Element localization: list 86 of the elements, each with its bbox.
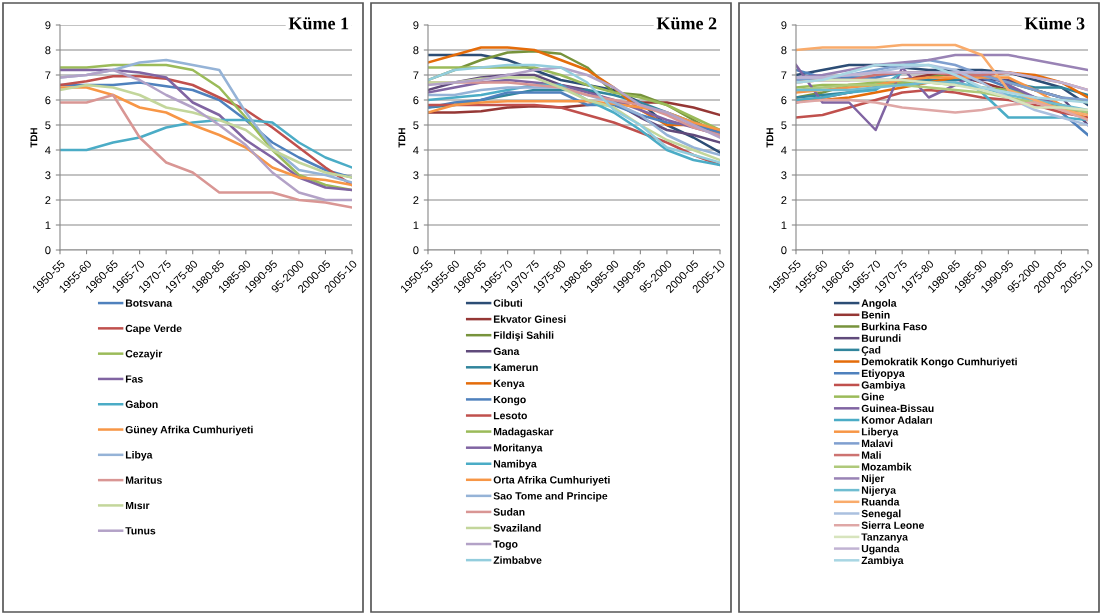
y-tick-label: 6 [413, 96, 419, 105]
y-tick-label: 8 [413, 46, 419, 55]
legend-label: Uganda [861, 544, 900, 555]
legend-label: Ekvator Ginesi [493, 315, 566, 323]
y-tick-label: 8 [45, 46, 51, 55]
legend-label: Zimbabve [493, 556, 542, 564]
legend-label: Gabon [125, 400, 158, 408]
y-axis-title: TDH [766, 128, 774, 148]
legend-label: Mali [861, 451, 881, 459]
legend-label: Ruanda [861, 497, 900, 506]
legend-label: Burundi [861, 334, 901, 342]
legend-label: Kongo [493, 395, 526, 406]
y-tick-label: 9 [413, 21, 419, 30]
legend-label: Mısır [125, 501, 150, 510]
y-tick-label: 6 [781, 96, 787, 105]
legend-label: Çad [861, 345, 881, 356]
y-tick-label: 6 [45, 96, 51, 105]
y-tick-label: 0 [781, 246, 787, 255]
legend-label: Guinea-Bissau [861, 404, 934, 413]
legend-label: Botsvana [125, 299, 173, 307]
y-tick-label: 3 [45, 171, 51, 180]
legend-label: Orta Afrika Cumhuriyeti [493, 475, 610, 486]
y-tick-label: 1 [413, 221, 419, 230]
chart-title: Küme 1 [288, 17, 349, 30]
legend-label: Madagaskar [493, 427, 554, 438]
legend-label: Nijerya [861, 486, 897, 496]
legend-label: Angola [861, 299, 897, 309]
legend-label: Svaziland [493, 524, 541, 532]
legend-label: Sao Tome and Principe [493, 491, 608, 502]
y-tick-label: 9 [45, 21, 51, 30]
legend-label: Gana [493, 347, 520, 355]
legend-label: Güney Afrika Cumhuriyeti [125, 425, 253, 436]
legend-label: Senegal [861, 509, 901, 520]
legend-label: Liberya [861, 427, 899, 438]
y-tick-label: 5 [781, 121, 787, 130]
y-tick-label: 3 [413, 171, 419, 180]
legend-label: Togo [493, 540, 518, 550]
y-tick-label: 4 [413, 146, 419, 155]
chart-title: Küme 3 [1024, 17, 1085, 30]
y-tick-label: 1 [781, 221, 787, 230]
chart-title: Küme 2 [656, 17, 717, 30]
y-tick-label: 2 [413, 196, 419, 205]
y-axis-title: TDH [398, 128, 406, 148]
y-tick-label: 3 [781, 171, 787, 180]
legend-label: Zambiya [861, 556, 904, 567]
legend-label: Moritanya [493, 443, 543, 454]
legend-label: Komor Adaları [861, 416, 932, 424]
legend-label: Kamerun [493, 363, 538, 372]
legend-label: Demokratik Kongo Cumhuriyeti [861, 357, 1017, 368]
legend-label: Etiyopya [861, 369, 905, 380]
legend-label: Cibuti [493, 299, 523, 307]
y-tick-label: 7 [781, 71, 787, 80]
y-tick-label: 7 [413, 71, 419, 80]
legend-label: Kenya [493, 379, 525, 390]
y-tick-label: 5 [45, 121, 51, 130]
legend-label: Gambiya [861, 381, 906, 391]
y-tick-label: 0 [413, 246, 419, 255]
legend-label: Malavi [861, 439, 893, 448]
legend-label: Fas [125, 375, 143, 383]
legend-label: Tunus [125, 527, 156, 535]
legend-label: Libya [125, 450, 153, 461]
legend-label: Gine [861, 392, 885, 401]
y-tick-label: 1 [45, 221, 51, 230]
legend-label: Namibya [493, 459, 537, 470]
legend-label: Lesoto [493, 412, 527, 420]
y-tick-label: 2 [781, 196, 787, 205]
y-tick-label: 2 [45, 196, 51, 205]
legend-label: Fildişi Sahili [493, 331, 554, 341]
legend-label: Maritus [125, 476, 162, 484]
y-tick-label: 7 [45, 71, 51, 80]
legend-label: Sudan [493, 508, 525, 516]
y-axis-title: TDH [30, 128, 38, 148]
legend-label: Benin [861, 310, 890, 319]
legend-label: Sierra Leone [861, 521, 924, 529]
y-tick-label: 8 [781, 46, 787, 55]
y-tick-label: 4 [45, 146, 51, 155]
legend-label: Mozambik [861, 462, 912, 471]
legend-label: Cezayir [125, 349, 163, 360]
y-tick-label: 0 [45, 246, 51, 255]
legend-label: Tanzanya [861, 533, 909, 543]
y-tick-label: 9 [781, 21, 787, 30]
legend-label: Cape Verde [125, 324, 182, 335]
legend-label: Burkina Faso [861, 322, 927, 331]
legend-label: Nijer [861, 474, 885, 485]
y-tick-label: 4 [781, 146, 787, 155]
y-tick-label: 5 [413, 121, 419, 130]
